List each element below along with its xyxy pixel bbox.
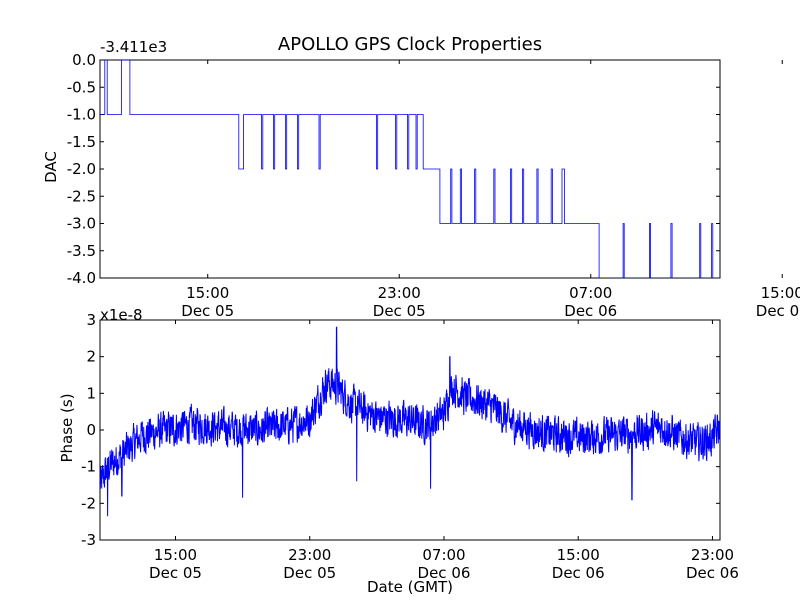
dac-y-tick-label: -1.0	[67, 106, 96, 124]
phase-x-tick-label-time: 15:00	[557, 546, 600, 564]
phase-x-tick-label-date: Dec 06	[552, 564, 605, 582]
phase-x-tick-label-time: 23:00	[691, 546, 734, 564]
dac-plot-frame	[99, 59, 721, 279]
dac-x-tick-label-date: Dec 05	[181, 302, 234, 320]
dac-y-tick-label: -2.5	[67, 187, 96, 205]
phase-x-tick-label-date: Dec 05	[149, 564, 202, 582]
phase-y-tick-label: -2	[81, 494, 96, 512]
phase-offset-label: x1e-8	[100, 306, 143, 324]
phase-y-tick-label: 3	[86, 311, 96, 329]
phase-y-tick-label: -3	[81, 531, 96, 549]
phase-y-tick-label: 2	[86, 348, 96, 366]
figure-title: APOLLO GPS Clock Properties	[278, 34, 542, 55]
dac-y-tick-label: -2.0	[67, 160, 96, 178]
phase-x-tick-label-date: Dec 06	[686, 564, 739, 582]
dac-x-tick-label-time: 15:00	[186, 284, 229, 302]
phase-y-axis-label: Phase (s)	[58, 393, 76, 462]
dac-series-line	[100, 60, 720, 278]
phase-x-tick-label-date: Dec 06	[418, 564, 471, 582]
dac-x-tick-label-time: 07:00	[569, 284, 612, 302]
dac-x-tick-label-date: Dec 06	[564, 302, 617, 320]
phase-y-tick-label: 0	[86, 421, 96, 439]
phase-y-tick-label: -1	[81, 458, 96, 476]
dac-y-tick-label: -3.5	[67, 242, 96, 260]
dac-y-tick-label: 0.0	[72, 51, 96, 69]
dac-y-axis-label: DAC	[42, 151, 60, 183]
dac-x-tick-label-date: Dec 06	[756, 302, 800, 320]
dac-x-tick-label-time: 23:00	[378, 284, 421, 302]
phase-x-tick-label-time: 15:00	[154, 546, 197, 564]
dac-y-tick-label: -4.0	[67, 269, 96, 287]
dac-y-tick-label: -0.5	[67, 78, 96, 96]
dac-y-tick-label: -1.5	[67, 133, 96, 151]
phase-y-tick-label: 1	[86, 384, 96, 402]
dac-offset-label: -3.411e3	[100, 38, 167, 56]
phase-x-tick-label-time: 23:00	[288, 546, 331, 564]
dac-y-tick-label: -3.0	[67, 215, 96, 233]
phase-x-tick-label-date: Dec 05	[283, 564, 336, 582]
dac-x-tick-label-time: 15:00	[761, 284, 800, 302]
phase-x-axis-label: Date (GMT)	[367, 578, 453, 596]
dac-x-tick-label-date: Dec 05	[373, 302, 426, 320]
phase-x-tick-label-time: 07:00	[422, 546, 465, 564]
phase-series-line	[100, 326, 720, 517]
